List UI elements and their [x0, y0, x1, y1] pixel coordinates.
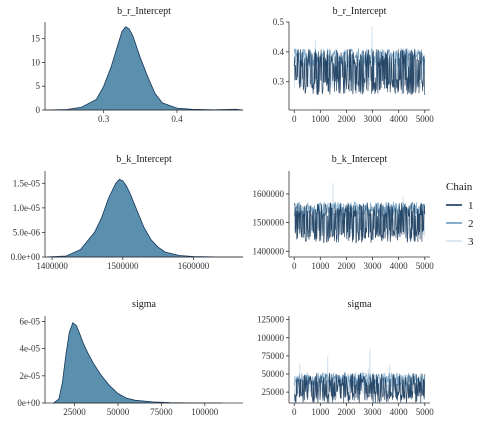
panel-4: sigma 25000 50000 75000 100000 0e+00 2e-05 4e-0…	[17, 299, 243, 417]
panel-1: b_r_Intercept 0 1000 2000 3000 4000 5000 0.3 0.4…	[273, 6, 435, 124]
x-tick-label: 100000	[191, 407, 219, 417]
panel-5: sigma 0 1000 2000 3000 4000 5000 25000 50000 7500…	[257, 299, 434, 417]
x-tick-label: 1000	[311, 407, 330, 417]
chain-legend: Chain 1 2 3	[446, 181, 474, 248]
panel-3: b_k_Intercept 0 1000 2000 3000 4000 5000 140000…	[253, 154, 435, 271]
y-tick-label: 1500000	[253, 218, 285, 228]
trace-chain-1	[293, 48, 426, 96]
density-area	[44, 26, 244, 111]
y-tick-label: 0	[36, 105, 41, 115]
x-tick-label: 1000	[311, 114, 330, 124]
x-tick-label: 2000	[337, 114, 356, 124]
x-tick-label: 3000	[364, 114, 383, 124]
y-tick-label: 100000	[257, 333, 285, 343]
y-tick-label: 0.5	[273, 17, 285, 27]
y-tick-label: 50000	[262, 369, 285, 379]
density-area	[52, 322, 223, 404]
trace-chain-1	[293, 372, 426, 404]
x-tick-label: 5000	[416, 261, 435, 271]
y-tick-label: 15	[31, 34, 41, 44]
y-tick-label: 0.3	[273, 77, 285, 87]
x-tick-label: 25000	[63, 407, 86, 417]
x-tick-label: 3000	[364, 407, 383, 417]
panel-title: b_r_Intercept	[117, 6, 171, 17]
y-tick-label: 25000	[262, 387, 285, 397]
legend-label-chain-1: 1	[468, 200, 474, 212]
y-tick-label: 2e-05	[20, 371, 41, 381]
y-tick-label: 125000	[257, 315, 285, 325]
x-tick-label: 4000	[390, 407, 409, 417]
panel-0: b_r_Intercept 0.3 0.4 0 5 10 15	[31, 6, 244, 124]
legend-label-chain-2: 2	[468, 218, 474, 230]
x-tick-label: 0	[292, 407, 297, 417]
x-tick-label: 50000	[107, 407, 130, 417]
x-tick-label: 5000	[416, 114, 435, 124]
y-tick-label: 6e-05	[20, 316, 41, 326]
density-area	[44, 178, 243, 258]
x-tick-label: 1600000	[178, 261, 210, 271]
y-tick-label: 1.0e-05	[13, 203, 41, 213]
y-tick-label: 0.0e+00	[11, 252, 41, 262]
y-tick-label: 5.0e-06	[13, 227, 41, 237]
panel-title: b_k_Intercept	[332, 154, 388, 165]
x-tick-label: 1500000	[107, 261, 139, 271]
legend-title: Chain	[446, 181, 473, 193]
x-tick-label: 2000	[337, 407, 356, 417]
panel-title: sigma	[348, 299, 372, 310]
x-tick-label: 4000	[390, 261, 409, 271]
x-tick-label: 5000	[416, 407, 435, 417]
y-tick-label: 0e+00	[17, 398, 40, 408]
y-tick-label: 1.5e-05	[13, 178, 41, 188]
x-tick-label: 0.3	[98, 114, 110, 124]
x-tick-label: 0	[292, 114, 297, 124]
panel-title: sigma	[132, 299, 156, 310]
y-tick-label: 75000	[262, 351, 285, 361]
panel-2: b_k_Intercept 1400000 1500000 1600000 0.0e+0…	[11, 154, 243, 271]
x-tick-label: 0	[292, 261, 297, 271]
x-tick-label: 4000	[390, 114, 409, 124]
y-tick-label: 4e-05	[20, 344, 41, 354]
x-tick-label: 2000	[337, 261, 356, 271]
x-tick-label: 75000	[150, 407, 173, 417]
y-tick-label: 1600000	[253, 189, 285, 199]
trace-chain-1	[293, 202, 426, 244]
x-tick-label: 1400000	[36, 261, 68, 271]
x-tick-label: 3000	[364, 261, 383, 271]
panel-title: b_k_Intercept	[116, 154, 172, 165]
y-tick-label: 0.4	[273, 47, 285, 57]
panel-title: b_r_Intercept	[333, 6, 387, 17]
x-tick-label: 0.4	[171, 114, 183, 124]
y-tick-label: 1400000	[253, 246, 285, 256]
legend-label-chain-3: 3	[468, 236, 474, 248]
y-tick-label: 10	[31, 57, 41, 67]
y-tick-label: 5	[36, 81, 41, 91]
x-tick-label: 1000	[311, 261, 330, 271]
